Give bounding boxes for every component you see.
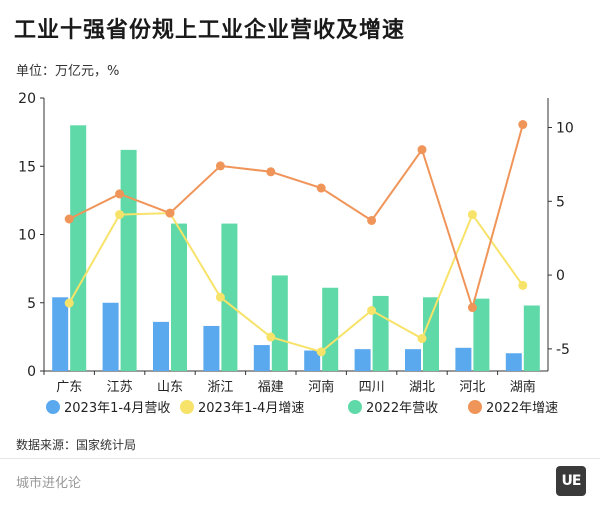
data-point — [115, 210, 125, 220]
legend-label: 2022年营收 — [366, 401, 438, 416]
bar — [171, 223, 187, 371]
legend-marker — [468, 400, 482, 414]
data-point — [266, 332, 276, 342]
x-tick-label: 福建 — [258, 380, 284, 395]
legend-marker — [348, 400, 362, 414]
y-tick-label-left: 10 — [18, 228, 36, 244]
data-point — [215, 292, 225, 302]
data-point — [64, 298, 74, 308]
bar — [423, 297, 439, 371]
bar — [354, 349, 371, 371]
x-tick-label: 广东 — [56, 380, 82, 395]
legend-marker — [46, 400, 60, 414]
x-tick-label: 河南 — [308, 379, 334, 395]
bar — [372, 295, 389, 371]
data-point — [367, 305, 377, 315]
series-line — [68, 212, 524, 353]
data-point — [518, 280, 528, 290]
series-line — [68, 124, 524, 312]
bar — [271, 275, 288, 371]
data-point — [417, 145, 427, 155]
bar — [473, 298, 490, 371]
bar — [52, 297, 69, 371]
footer-divider — [0, 458, 600, 459]
bar — [253, 345, 270, 371]
data-point — [316, 347, 326, 357]
data-point — [467, 303, 477, 313]
x-tick-label: 四川 — [359, 380, 385, 395]
bar — [304, 350, 321, 371]
x-tick-label: 湖北 — [409, 380, 435, 395]
legend-label: 2023年1-4月营收 — [64, 401, 170, 416]
bar — [153, 321, 169, 371]
chart-title: 工业十强省份规上工业企业营收及增速 — [14, 18, 406, 43]
bar — [70, 125, 87, 371]
bar — [322, 287, 339, 371]
data-point — [215, 161, 225, 171]
chart: 0 5 10 15 20 -5 0 5 10 广东 江苏 山东 浙江 福建 河南 四川 湖北 河北 湖南 2023年… — [18, 91, 574, 416]
legend-marker — [180, 400, 194, 414]
bar — [120, 149, 137, 371]
bar — [523, 305, 540, 371]
y-tick-label-left: 20 — [18, 91, 36, 107]
x-tick-label: 浙江 — [207, 380, 233, 395]
data-point — [64, 214, 74, 224]
data-source: 数据来源：国家统计局 — [16, 438, 137, 452]
x-tick-label: 江苏 — [107, 379, 133, 395]
y-tick-label-left: 0 — [27, 364, 36, 380]
bar — [102, 302, 119, 371]
y-tick-label-right: -5 — [556, 342, 570, 358]
bar — [203, 325, 220, 371]
data-point — [316, 183, 326, 193]
data-point — [417, 334, 427, 344]
y-tick-label-left: 15 — [18, 159, 36, 175]
chart-axes: 0 5 10 15 20 -5 0 5 10 广东 江苏 山东 浙江 福建 河南 四川 湖北 河北 湖南 — [18, 91, 574, 395]
data-point — [367, 215, 377, 225]
data-point — [266, 167, 276, 177]
legend-label: 2022年增速 — [486, 401, 558, 416]
legend-label: 2023年1-4月增速 — [198, 401, 304, 416]
bar — [505, 353, 522, 371]
y-tick-label-right: 5 — [556, 194, 565, 210]
bar-layer — [52, 125, 540, 371]
bar — [405, 349, 421, 371]
data-point — [115, 189, 125, 199]
x-tick-label: 河北 — [459, 380, 485, 395]
data-point — [518, 120, 528, 130]
y-tick-label-right: 0 — [556, 268, 565, 284]
unit-label: 单位：万亿元，% — [16, 64, 120, 79]
legend: 2023年1-4月营收 2023年1-4月增速 2022年营收 2022年增速 — [46, 400, 558, 416]
line-layer — [64, 120, 528, 357]
data-point — [467, 210, 477, 220]
x-tick-label: 湖南 — [510, 379, 536, 395]
x-tick-label: 山东 — [157, 380, 183, 395]
bar — [221, 223, 238, 371]
bar — [455, 347, 472, 371]
ue-logo: UE — [556, 466, 586, 496]
y-tick-label-left: 5 — [27, 296, 36, 312]
y-tick-label-right: 10 — [556, 121, 574, 137]
data-point — [165, 208, 175, 218]
footer-brand: 城市进化论 — [16, 476, 82, 491]
